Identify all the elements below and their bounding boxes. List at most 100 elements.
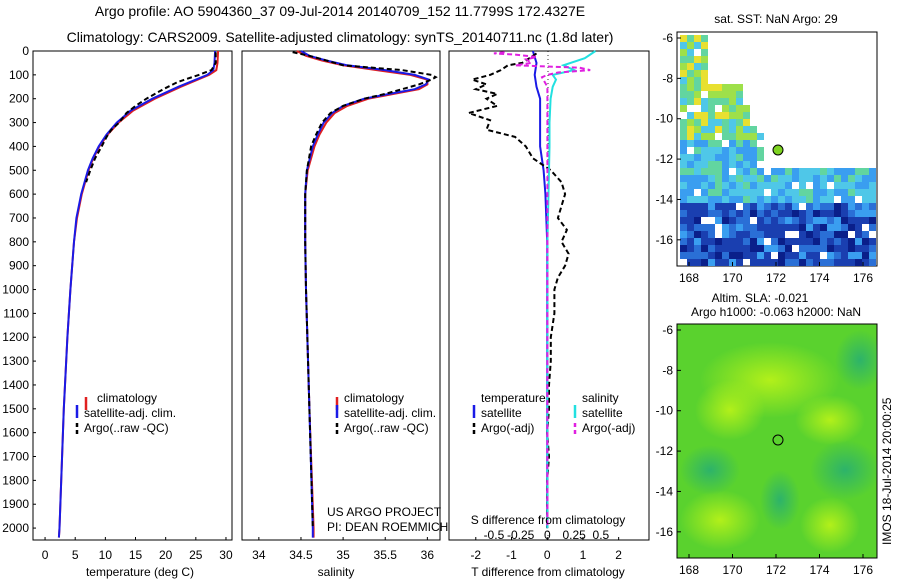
sst-cell — [680, 224, 687, 231]
sst-cell — [708, 140, 715, 147]
salinity-series — [292, 50, 438, 538]
sst-cell — [729, 224, 736, 231]
sst-cell — [771, 259, 778, 266]
sst-cell — [715, 203, 722, 210]
sst-cell — [757, 252, 764, 259]
sst-cell — [715, 119, 722, 126]
sst-cell — [715, 189, 722, 196]
sst-cell — [834, 259, 841, 266]
sst-cell — [729, 154, 736, 161]
sst-cell — [862, 189, 869, 196]
sst-cell — [701, 126, 708, 133]
sst-cell — [736, 112, 743, 119]
sst-cell — [750, 231, 757, 238]
sst-cell — [855, 259, 862, 266]
sst-cell — [708, 189, 715, 196]
sst-cell — [806, 238, 813, 245]
sst-cell — [722, 161, 729, 168]
sst-cell — [799, 238, 806, 245]
sst-cell — [855, 175, 862, 182]
sst-cell — [848, 210, 855, 217]
temperature-x-axis: 0 5 10 15 20 25 30 — [42, 537, 233, 562]
sst-cell — [701, 168, 708, 175]
sst-cell — [855, 189, 862, 196]
series-satellite-temperature — [57, 50, 217, 538]
sst-cell — [687, 63, 694, 70]
sst-cell — [680, 182, 687, 189]
sst-cell — [694, 56, 701, 63]
sst-cell — [701, 245, 708, 252]
sst-cell — [708, 98, 715, 105]
sst-cell — [694, 126, 701, 133]
sst-cell — [799, 224, 806, 231]
sst-cell — [708, 210, 715, 217]
sst-cell — [722, 238, 729, 245]
sst-cell — [708, 147, 715, 154]
sst-cell — [743, 189, 750, 196]
sst-cell — [820, 238, 827, 245]
sst-cell — [694, 161, 701, 168]
sst-cell — [743, 210, 750, 217]
sst-cell — [736, 126, 743, 133]
sst-cell — [848, 196, 855, 203]
depth-tick-label: 1300 — [2, 354, 29, 368]
sst-cell — [694, 70, 701, 77]
sst-cell — [792, 203, 799, 210]
sst-cell — [736, 217, 743, 224]
sst-cell — [785, 224, 792, 231]
sst-cell — [729, 98, 736, 105]
lon-tick-label: 176 — [853, 271, 873, 285]
sst-cell — [862, 175, 869, 182]
x-tick-label: 25 — [189, 548, 203, 562]
sst-cell — [841, 189, 848, 196]
sst-cell — [750, 196, 757, 203]
sst-cell — [694, 35, 701, 42]
temperature-series — [57, 50, 220, 538]
sst-cell — [708, 119, 715, 126]
sst-cell — [799, 259, 806, 266]
sst-cell — [722, 126, 729, 133]
sst-cell — [820, 217, 827, 224]
sst-cell — [778, 217, 785, 224]
sst-cell — [680, 154, 687, 161]
sst-cell — [701, 56, 708, 63]
sst-cell — [708, 133, 715, 140]
sst-cell — [701, 84, 708, 91]
sst-cell — [729, 126, 736, 133]
lat-tick-label: -12 — [656, 152, 674, 166]
temperature-xlabel: temperature (deg C) — [86, 565, 194, 579]
sst-cell — [834, 245, 841, 252]
sst-cell — [722, 203, 729, 210]
sst-cell — [750, 182, 757, 189]
sst-cell — [834, 203, 841, 210]
sst-cell — [680, 175, 687, 182]
salinity-xlabel: salinity — [318, 565, 355, 579]
sst-cell — [736, 140, 743, 147]
sst-cell — [792, 259, 799, 266]
sst-cell — [687, 252, 694, 259]
sst-cell — [736, 147, 743, 154]
sst-cell — [736, 154, 743, 161]
sst-cell — [771, 175, 778, 182]
sst-cell — [694, 147, 701, 154]
sst-cell — [785, 245, 792, 252]
salinity-axes-frame — [241, 50, 441, 541]
sst-cell — [785, 203, 792, 210]
sst-cell — [869, 168, 876, 175]
sst-cell — [764, 245, 771, 252]
sst-cell — [799, 168, 806, 175]
sst-cell — [792, 189, 799, 196]
sst-cell — [834, 224, 841, 231]
sst-cell — [701, 189, 708, 196]
sst-cell — [757, 154, 764, 161]
sst-cell — [834, 252, 841, 259]
sst-cell — [750, 259, 757, 266]
sst-cell — [701, 112, 708, 119]
sst-cell — [862, 259, 869, 266]
sst-cell — [869, 224, 876, 231]
sst-cell — [757, 196, 764, 203]
sst-cell — [694, 42, 701, 49]
header-line-1: Argo profile: AO 5904360_37 09-Jul-2014 … — [94, 3, 586, 19]
sst-cell — [694, 245, 701, 252]
sst-cell — [827, 210, 834, 217]
